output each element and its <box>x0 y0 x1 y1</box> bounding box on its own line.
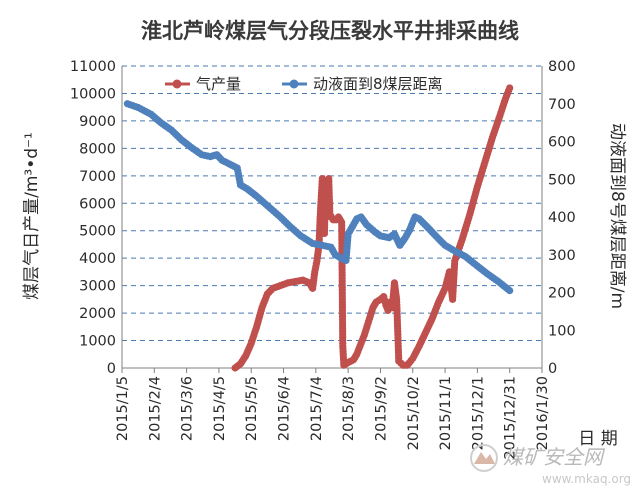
watermark-brand: 煤矿安全网 <box>503 445 606 469</box>
x-tick-label: 2015/10/2 <box>406 376 422 450</box>
legend-level-label: 动液面到8煤层距离 <box>313 75 443 93</box>
legend-gas-marker <box>172 79 182 89</box>
series-fluid-level <box>123 100 514 295</box>
y-right-tick-label: 800 <box>548 59 576 75</box>
y-left-tick-label: 3000 <box>79 279 116 295</box>
y-left-tick-label: 6000 <box>79 196 116 212</box>
watermark: 煤矿安全网 www.mkaq.org <box>470 444 631 486</box>
x-tick-label: 2015/7/4 <box>309 376 325 441</box>
watermark-mountain-icon <box>474 452 495 464</box>
axes <box>121 66 543 369</box>
x-tick-label: 2015/2/4 <box>147 376 163 441</box>
y-right-tick-label: 400 <box>548 210 576 226</box>
x-axis-ticks: 2015/1/5 2015/2/4 2015/3/6 2015/4/5 2015/5/5… <box>115 368 551 460</box>
x-tick-label: 2015/9/2 <box>373 376 389 441</box>
series-layer <box>123 84 514 372</box>
x-tick-label: 2015/11/1 <box>438 376 454 450</box>
y-left-tick-label: 0 <box>107 361 116 377</box>
series-gas-production <box>231 84 514 372</box>
watermark-logo-icon <box>470 444 498 472</box>
y-left-tick-label: 8000 <box>79 141 116 157</box>
chart-title: 淮北芦岭煤层气分段压裂水平井排采曲线 <box>141 19 519 43</box>
y-right-tick-label: 0 <box>548 361 557 377</box>
y-right-tick-label: 300 <box>548 248 576 264</box>
data-point <box>506 84 514 92</box>
y-left-tick-label: 7000 <box>79 169 116 185</box>
y-right-tick-label: 700 <box>548 97 576 113</box>
x-tick-label: 2015/6/4 <box>277 376 293 441</box>
y-right-tick-label: 200 <box>548 286 576 302</box>
y-axis-right-title: 动液面到8号煤层距离/m <box>607 123 627 309</box>
legend-level-marker <box>289 79 299 89</box>
x-tick-label: 2015/3/6 <box>180 376 196 441</box>
x-tick-label: 2015/8/3 <box>341 376 357 441</box>
y-axis-right-ticks: 0 100 200 300 400 500 600 700 800 <box>548 59 576 377</box>
x-axis-title: 日 期 <box>578 429 617 449</box>
x-tick-label: 2016/1/30 <box>535 376 551 450</box>
y-left-tick-label: 9000 <box>79 114 116 130</box>
y-left-tick-label: 1000 <box>79 334 116 350</box>
x-tick-label: 2015/12/1 <box>470 376 486 450</box>
legend-gas-label: 气产量 <box>196 75 241 93</box>
y-right-tick-label: 100 <box>548 323 576 339</box>
y-left-tick-label: 10000 <box>70 86 116 102</box>
y-axis-left-ticks: 0 1000 2000 3000 4000 5000 6000 7000 8000 9000 100… <box>70 59 116 377</box>
y-left-tick-label: 2000 <box>79 306 116 322</box>
y-left-tick-label: 11000 <box>70 59 116 75</box>
y-left-tick-label: 5000 <box>79 224 116 240</box>
watermark-url: www.mkaq.org <box>542 472 631 486</box>
x-tick-label: 2015/4/5 <box>212 376 228 441</box>
y-axis-left-title: 煤层气日产量/m³•d⁻¹ <box>22 132 42 300</box>
y-right-tick-label: 500 <box>548 172 576 188</box>
y-right-tick-label: 600 <box>548 135 576 151</box>
y-left-tick-label: 4000 <box>79 251 116 267</box>
data-point <box>506 287 514 295</box>
x-tick-label: 2015/5/5 <box>244 376 260 441</box>
x-tick-label: 2015/12/31 <box>503 376 519 460</box>
legend: 气产量 动液面到8煤层距离 <box>165 75 443 93</box>
x-tick-label: 2015/1/5 <box>115 376 131 441</box>
